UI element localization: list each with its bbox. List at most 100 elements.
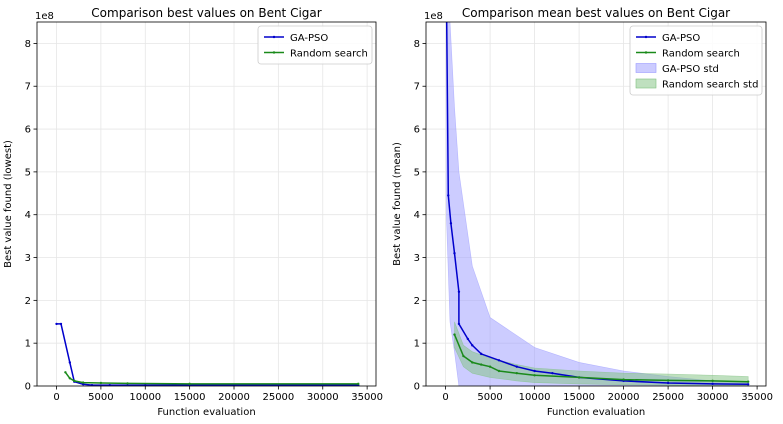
legend-entry-label: GA-PSO — [290, 33, 328, 44]
x-axis-label: Function evaluation — [547, 407, 645, 418]
data-point-random-search — [746, 380, 750, 383]
y-tick-label: 2 — [414, 296, 420, 307]
axes-frame — [36, 21, 377, 387]
x-tick-label: 10000 — [519, 392, 551, 403]
data-point-random-search — [64, 371, 67, 374]
data-point-ga-pso — [453, 252, 456, 255]
y-tick-label: 4 — [25, 210, 31, 221]
x-tick-label: 20000 — [608, 392, 640, 403]
data-point-ga-pso — [445, 0, 447, 2]
y-tick-label: 8 — [414, 39, 420, 50]
data-point-ga-pso — [746, 383, 750, 386]
data-point-random-search — [81, 381, 85, 384]
data-point-ga-pso — [551, 371, 554, 375]
data-point-random-search — [622, 378, 625, 381]
data-point-ga-pso — [144, 383, 147, 386]
y-multiplier-label: 1e8 — [35, 11, 54, 22]
chart-1: 0 5000 10000 15000 20000 25000 30000 35000 0 1 2 3 4… — [3, 6, 383, 418]
y-axis-label: Best value found (mean) — [392, 142, 403, 266]
y-tick-label: 6 — [414, 125, 420, 136]
legend-box — [629, 25, 763, 96]
legend-marker-swatch — [644, 51, 648, 54]
x-tick-label: 0 — [442, 392, 448, 403]
x-tick-label: 25000 — [262, 392, 294, 403]
y-tick-label: 2 — [25, 296, 31, 307]
axes-frame — [425, 21, 767, 387]
data-point-ga-pso — [479, 352, 483, 356]
data-point-ga-pso — [59, 322, 63, 326]
y-tick-label: 5 — [25, 167, 31, 178]
legend-patch-swatch — [635, 78, 657, 89]
y-tick-label: 8 — [25, 39, 31, 50]
plot-area — [55, 322, 360, 386]
y-tick-label: 0 — [414, 382, 420, 393]
x-tick-label: 35000 — [741, 392, 773, 403]
data-point-ga-pso — [90, 383, 94, 386]
data-point-ga-pso — [711, 382, 714, 386]
data-point-random-search — [471, 361, 474, 364]
data-point-random-search — [462, 354, 465, 358]
series-line-random-search — [64, 371, 359, 385]
data-point-random-search — [453, 333, 456, 336]
data-point-ga-pso — [108, 383, 111, 386]
x-tick-label: 0 — [53, 392, 59, 403]
legend: GA-PSO Random search — [257, 25, 373, 65]
y-tick-label: 6 — [25, 125, 31, 136]
x-tick-label: 30000 — [307, 392, 339, 403]
legend-marker-swatch — [644, 35, 648, 39]
data-point-random-search — [188, 382, 191, 386]
y-tick-label: 7 — [25, 82, 31, 93]
data-point-ga-pso — [449, 222, 453, 225]
x-axis-label: Function evaluation — [157, 407, 255, 418]
data-point-ga-pso — [466, 337, 470, 341]
y-tick-label: 4 — [414, 210, 420, 221]
data-point-random-search — [68, 377, 72, 380]
legend: GA-PSO Random search GA-PSO std Random sear… — [629, 25, 763, 96]
data-point-ga-pso — [666, 381, 670, 385]
legend-entry-label: Random search std — [662, 79, 758, 90]
data-point-ga-pso — [81, 383, 85, 386]
x-tick-label: 20000 — [218, 392, 250, 403]
x-tick-label: 15000 — [174, 392, 206, 403]
data-point-random-search — [577, 376, 581, 379]
data-point-ga-pso — [457, 290, 461, 293]
x-tick-label: 35000 — [351, 392, 383, 403]
data-point-ga-pso — [471, 344, 474, 347]
x-tick-label: 5000 — [88, 392, 113, 403]
y-tick-label: 1 — [25, 339, 31, 350]
legend-marker-swatch — [272, 35, 276, 39]
data-point-ga-pso — [55, 322, 58, 326]
chart-2: 0 5000 10000 15000 20000 25000 30000 35000 0 1 2 3 4… — [392, 0, 773, 418]
data-point-random-search — [666, 379, 670, 382]
x-tick-label: 5000 — [477, 392, 502, 403]
y-tick-label: 3 — [414, 253, 420, 264]
chart-title: Comparison best values on Bent Cigar — [91, 6, 321, 20]
y-axis-label: Best value found (lowest) — [3, 140, 14, 268]
data-point-ga-pso — [447, 194, 450, 197]
data-point-ga-pso — [68, 361, 72, 364]
data-point-ga-pso — [497, 359, 501, 362]
y-tick-label: 3 — [25, 253, 31, 264]
legend-entry-label: Random search — [290, 48, 368, 59]
legend-patch-swatch — [635, 63, 657, 73]
data-point-ga-pso — [533, 369, 536, 373]
data-point-random-search — [515, 371, 518, 375]
x-tick-label: 30000 — [697, 392, 729, 403]
y-tick-label: 7 — [414, 82, 420, 93]
chart-title: Comparison mean best values on Bent Ciga… — [462, 6, 730, 20]
data-point-random-search — [357, 382, 360, 386]
legend-marker-swatch — [272, 51, 276, 54]
y-tick-label: 5 — [414, 167, 420, 178]
x-tick-label: 10000 — [129, 392, 161, 403]
y-tick-label: 1 — [414, 339, 420, 350]
series-line-ga-pso — [56, 323, 359, 386]
legend-entry-label: GA-PSO std — [662, 64, 719, 75]
data-point-random-search — [497, 369, 501, 373]
y-multiplier-label: 1e8 — [424, 11, 443, 22]
x-tick-label: 15000 — [563, 392, 595, 403]
data-point-random-search — [711, 379, 714, 383]
y-tick-label: 0 — [25, 382, 31, 393]
data-point-ga-pso — [515, 365, 518, 368]
data-point-ga-pso — [457, 322, 461, 326]
